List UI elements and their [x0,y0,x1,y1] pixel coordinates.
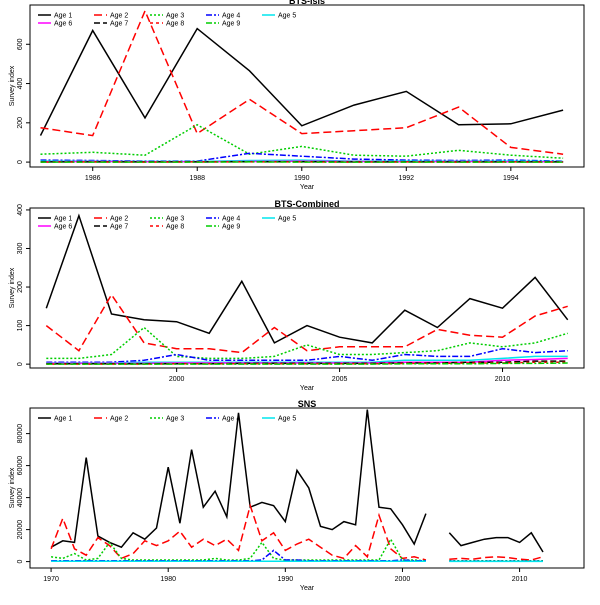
x-tick-label: 1986 [85,175,101,182]
chart-title: SNS [298,399,317,409]
plot-frame [30,5,584,167]
y-tick-label: 200 [17,281,24,293]
y-tick-label: 40000 [17,488,24,508]
x-tick-label: 2010 [495,376,511,383]
legend-label: Age 6 [54,21,72,28]
legend-label: Age 7 [110,21,128,28]
x-tick-label: 2010 [512,576,528,583]
chart-title: BTS-Combined [275,199,340,209]
x-tick-label: 2000 [395,576,411,583]
legend-label: Age 8 [166,21,184,28]
legend-label: Age 9 [222,21,240,28]
x-tick-label: 1994 [503,175,519,182]
x-tick-label: 1980 [160,576,176,583]
legend-label: Age 7 [110,224,128,231]
legend-label: Age 6 [54,224,72,231]
x-tick-label: 2000 [169,376,185,383]
legend-label: Age 2 [110,216,128,223]
x-tick-label: 2005 [332,376,348,383]
x-axis-label: Year [300,184,315,191]
legend-label: Age 9 [222,224,240,231]
x-axis-label: Year [300,585,315,592]
legend-label: Age 4 [222,13,240,20]
chart-title: BTS-Isis [289,0,325,6]
legend: Age 1 Age 2 Age 3 Age 4 Age 5 Age 6 Age 7 Age 8… [38,13,296,28]
x-tick-label: 1990 [294,175,310,182]
legend-label: Age 2 [110,416,128,423]
y-tick-label: 80000 [17,424,24,444]
y-tick-label: 600 [17,38,24,50]
chart-panel-1: BTS-Isis 1986 1988 1990 1992 1994 0 200 400 600 Ye… [9,0,584,191]
y-tick-label: 60000 [17,456,24,476]
series-line-age-1 [41,29,564,136]
series-line-age-2 [46,295,567,353]
legend-label: Age 8 [166,224,184,231]
chart-panel-2: BTS-Combined 2000 2005 2010 0 100 200 300 400 Yea… [9,199,584,392]
series-line-age-1 [51,410,543,552]
legend-label: Age 5 [278,216,296,223]
legend-label: Age 1 [54,13,72,20]
legend-label: Age 1 [54,416,72,423]
series-line-age-3 [41,125,564,158]
legend-label: Age 3 [166,216,184,223]
y-tick-label: 400 [17,204,24,216]
y-tick-label: 200 [17,117,24,129]
legend-label: Age 4 [222,216,240,223]
legend-label: Age 5 [278,416,296,423]
y-tick-label: 100 [17,320,24,332]
series-line-age-1 [46,216,567,343]
legend-label: Age 1 [54,216,72,223]
y-tick-label: 20000 [17,520,24,540]
y-tick-label: 0 [17,362,24,366]
legend-label: Age 5 [278,13,296,20]
y-axis-label: Survey index [9,267,16,308]
legend: Age 1 Age 2 Age 3 Age 4 Age 5 [38,416,296,423]
x-axis-label: Year [300,385,315,392]
legend-label: Age 3 [166,416,184,423]
y-tick-label: 0 [17,160,24,164]
series-line-age-3 [46,328,567,359]
y-tick-label: 0 [17,560,24,564]
y-tick-label: 300 [17,243,24,255]
legend-label: Age 4 [222,416,240,423]
series-line-age-2 [51,506,543,560]
chart-panel-3: SNS 1970 1980 1990 2000 2010 0 20000 40000 60000 8… [9,399,584,592]
x-tick-label: 1970 [43,576,59,583]
x-tick-label: 1992 [399,175,415,182]
series-line-age-2 [41,11,564,154]
y-axis-label: Survey index [9,65,16,106]
y-axis-label: Survey index [9,467,16,508]
x-tick-label: 1988 [189,175,205,182]
plot-frame [30,208,584,368]
legend-label: Age 2 [110,13,128,20]
x-tick-label: 1990 [278,576,294,583]
y-tick-label: 400 [17,78,24,90]
legend-label: Age 3 [166,13,184,20]
